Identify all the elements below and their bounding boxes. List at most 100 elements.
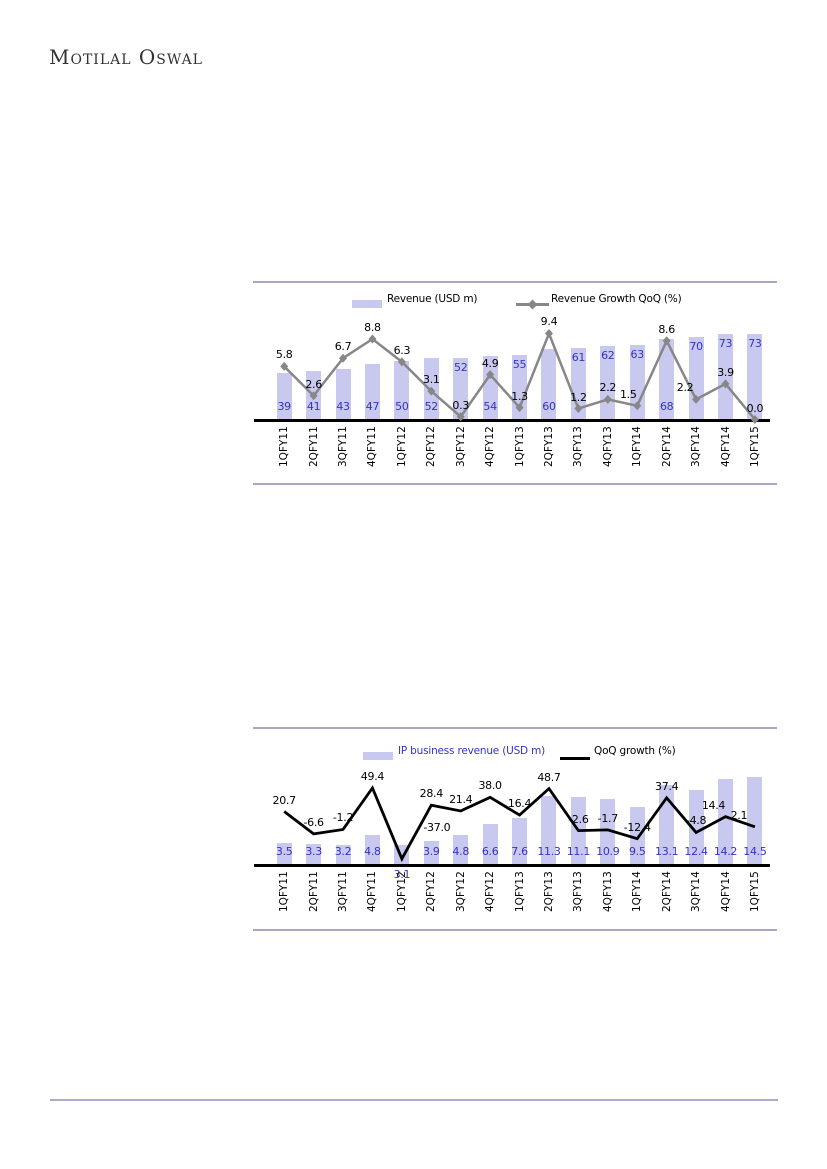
x-axis-label: 4QFY12	[484, 426, 497, 467]
bar-value-label: 41	[306, 400, 321, 413]
bar-value-label: 54	[483, 400, 497, 413]
line-value-label: -1.7	[597, 811, 619, 825]
ip-revenue-chart-section: IP business revenue (USD m) QoQ growth (…	[253, 727, 777, 931]
line-value-label: -1.2	[332, 811, 354, 825]
bar-value-label: 4.8	[364, 845, 381, 858]
legend-bar-swatch	[352, 300, 382, 308]
line-value-label: -2.6	[568, 812, 589, 826]
line-value-label: 16.4	[507, 797, 532, 811]
bar-value-label: 6.6	[481, 845, 499, 858]
x-axis	[254, 864, 770, 867]
line-value-label: 6.3	[393, 343, 411, 357]
line-value-label: 8.6	[658, 322, 675, 336]
bar-value-label: 10.9	[596, 845, 620, 858]
line-value-label: 6.7	[334, 340, 352, 354]
footer-rule	[50, 1099, 778, 1101]
bar-value-label: 63	[630, 348, 645, 362]
bar-value-label: 7.6	[511, 845, 528, 858]
x-axis-label: 1QFY14	[631, 871, 644, 912]
line-value-label: 1.5	[619, 387, 637, 401]
line-value-label: 21.4	[449, 792, 473, 806]
line-value-label: 14.4	[701, 798, 726, 812]
line-value-label: 28.4	[419, 787, 444, 801]
x-axis-label: 3QFY12	[454, 871, 467, 912]
line-value-label: 2.2	[676, 381, 694, 395]
bar-value-label: 3.1	[393, 868, 411, 881]
bar-value-label: 3.2	[334, 845, 352, 858]
line-value-label: 3.9	[717, 365, 734, 379]
line-value-label: 48.7	[537, 770, 561, 784]
x-axis-label: 4QFY12	[484, 871, 497, 912]
line-value-label: 4.9	[481, 356, 499, 370]
legend-label-revenue: Revenue (USD m)	[387, 293, 478, 305]
bar-value-label: 13.1	[655, 845, 679, 858]
x-axis-label: 1QFY11	[278, 871, 291, 912]
legend-bar-swatch	[363, 752, 393, 760]
line-value-label: 2.6	[305, 377, 322, 391]
line-value-label: -6.6	[303, 815, 324, 829]
line-value-label: 49.4	[360, 769, 385, 783]
line-value-label: 9.4	[540, 315, 558, 329]
legend-label-revenue-growth: Revenue Growth QoQ (%)	[551, 293, 682, 305]
line-value-label: -12.4	[623, 820, 651, 834]
bar-value-label: 4.8	[452, 845, 470, 858]
x-axis-label: 1QFY13	[513, 871, 526, 912]
x-axis-label: 3QFY13	[572, 871, 585, 912]
x-axis-label: 1QFY15	[748, 426, 761, 467]
diamond-marker-icon	[339, 353, 348, 363]
line-value-label: 1.3	[511, 389, 528, 403]
diamond-marker-icon	[544, 328, 553, 338]
line-value-label: 38.0	[478, 779, 502, 793]
line-value-label: 1.2	[570, 390, 587, 404]
bar-value-label: 52	[454, 361, 468, 375]
x-axis-label: 2QFY11	[307, 871, 320, 912]
x-axis-label: 2QFY11	[307, 426, 320, 467]
x-axis-label: 2QFY13	[542, 871, 555, 912]
x-axis-label: 4QFY11	[366, 871, 379, 912]
bar-value-label: 68	[659, 400, 674, 413]
line-value-label: 0.0	[746, 401, 764, 415]
x-axis-label: 3QFY11	[337, 871, 350, 912]
diamond-marker-icon	[368, 334, 377, 344]
line-value-label: 8.8	[364, 320, 381, 334]
bar-value-label: 3.3	[305, 845, 322, 858]
ip-revenue-chart-plot-area: 3.5 3.3 3.2 4.8 3.1 3.9 4.8 6.6 7.6 11.3 11.1 10.9 9…	[253, 729, 777, 929]
company-logo: Motilal Oswal	[49, 45, 203, 69]
legend-label-qoq-growth: QoQ growth (%)	[594, 745, 676, 757]
bar-value-label: 55	[512, 357, 527, 371]
line-value-label: 5.8	[275, 348, 293, 362]
x-axis-label: 1QFY15	[748, 871, 761, 912]
x-axis-label: 2QFY14	[660, 871, 673, 912]
x-axis-label: 3QFY13	[572, 426, 585, 467]
x-axis-label: 4QFY13	[601, 426, 614, 467]
bar-value-label: 14.5	[743, 845, 767, 858]
x-axis-label: 3QFY14	[690, 426, 703, 467]
x-axis-label: 4QFY11	[366, 426, 379, 467]
bar-value-label: 43	[336, 400, 350, 413]
x-axis-label: 2QFY12	[425, 426, 438, 467]
x-axis-label: 2QFY14	[660, 426, 673, 467]
x-axis-label: 1QFY12	[395, 871, 408, 912]
bar-value-label: 11.1	[566, 845, 591, 858]
bar-value-label: 3.9	[423, 845, 440, 858]
x-axis	[254, 419, 770, 422]
legend-label-ip-revenue: IP business revenue (USD m)	[398, 745, 545, 757]
x-axis-label: 1QFY13	[513, 426, 526, 467]
x-axis-label: 2QFY12	[425, 871, 438, 912]
line-value-label: 3.1	[423, 373, 440, 387]
bar-value-label: 73	[748, 336, 762, 350]
x-axis-label: 4QFY14	[719, 871, 732, 912]
line-value-label: 37.4	[655, 779, 679, 793]
bar-value-label: 50	[395, 400, 409, 413]
line-value-label: 2.2	[599, 381, 617, 395]
bar-value-label: 11.3	[537, 845, 561, 858]
x-axis-label: 4QFY14	[719, 426, 732, 467]
line-value-label: 2.1	[730, 808, 748, 822]
bar-value-label: 52	[424, 400, 439, 413]
x-axis-label: 3QFY12	[454, 426, 467, 467]
bar-value-label: 3.5	[275, 845, 293, 858]
bar-value-label: 14.2	[713, 845, 738, 858]
x-axis-label: 4QFY13	[601, 871, 614, 912]
x-axis-label: 1QFY12	[395, 426, 408, 467]
